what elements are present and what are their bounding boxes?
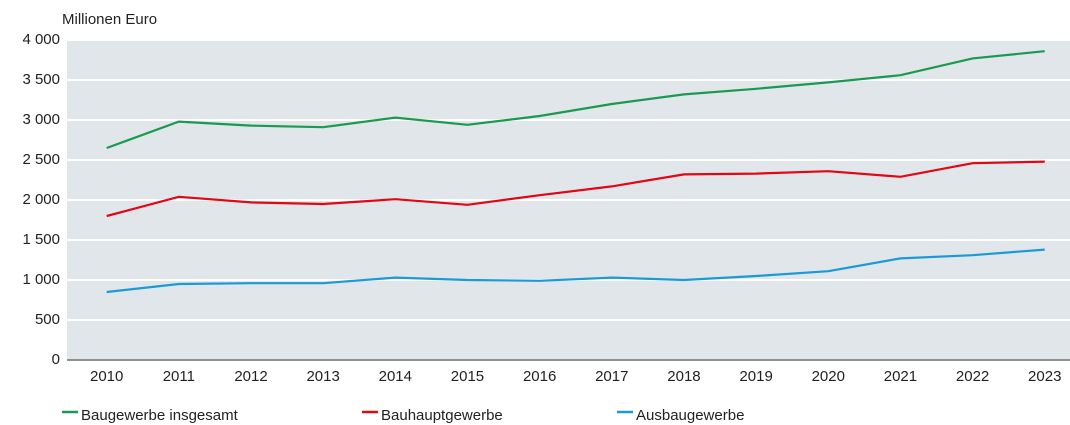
y-tick-label: 1 000: [22, 271, 60, 288]
x-tick-label: 2012: [234, 368, 267, 385]
y-tick-label: 500: [35, 311, 60, 328]
x-tick-label: 2019: [739, 368, 772, 385]
x-tick-label: 2021: [884, 368, 917, 385]
y-tick-label: 4 000: [22, 31, 60, 48]
x-tick-label: 2023: [1028, 368, 1061, 385]
x-tick-label: 2013: [306, 368, 339, 385]
y-tick-label: 0: [52, 351, 60, 368]
y-tick-label: 2 000: [22, 191, 60, 208]
legend-label: Baugewerbe insgesamt: [81, 407, 239, 424]
x-tick-label: 2017: [595, 368, 628, 385]
y-axis-label: Millionen Euro: [62, 11, 157, 28]
x-tick-label: 2010: [90, 368, 123, 385]
legend-label: Ausbaugewerbe: [636, 407, 744, 424]
data-line: [106, 248, 1045, 294]
y-tick-label: 3 500: [22, 71, 60, 88]
x-tick-label: 2014: [379, 368, 412, 385]
y-tick-label: 2 500: [22, 151, 60, 168]
data-line: [106, 50, 1045, 150]
x-tick-label: 2022: [956, 368, 989, 385]
y-tick-label: 1 500: [22, 231, 60, 248]
x-tick-label: 2011: [163, 368, 195, 385]
x-tick-label: 2018: [667, 368, 700, 385]
x-tick-label: 2020: [812, 368, 845, 385]
x-tick-label: 2016: [523, 368, 556, 385]
legend-label: Bauhauptgewerbe: [381, 407, 503, 424]
y-tick-label: 3 000: [22, 111, 60, 128]
x-tick-label: 2015: [451, 368, 484, 385]
data-line: [106, 160, 1045, 218]
